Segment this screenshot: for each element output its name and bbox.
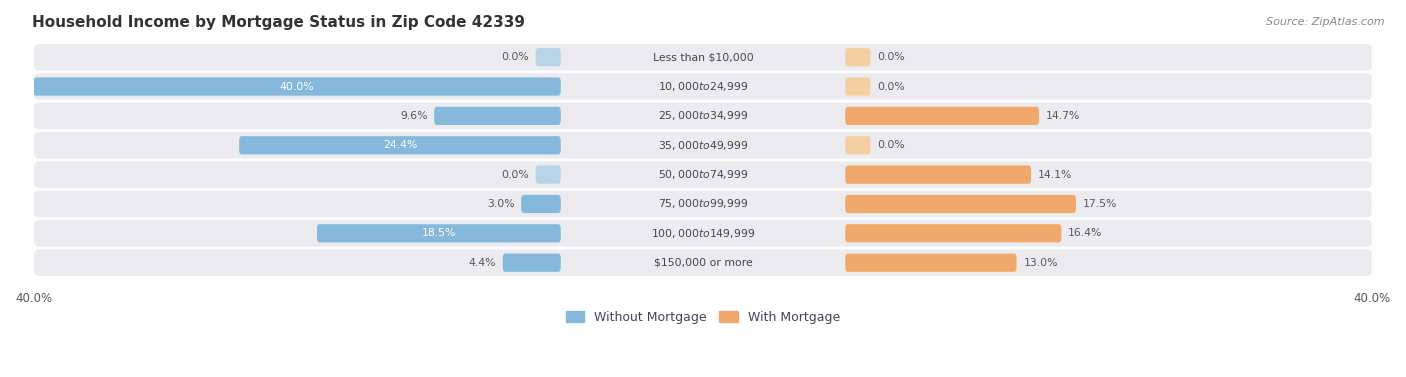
Legend: Without Mortgage, With Mortgage: Without Mortgage, With Mortgage	[561, 306, 845, 329]
FancyBboxPatch shape	[34, 74, 1372, 100]
FancyBboxPatch shape	[434, 107, 561, 125]
Text: 16.4%: 16.4%	[1069, 228, 1102, 238]
Text: $10,000 to $24,999: $10,000 to $24,999	[658, 80, 748, 93]
FancyBboxPatch shape	[34, 44, 1372, 70]
FancyBboxPatch shape	[34, 220, 1372, 247]
Text: 0.0%: 0.0%	[877, 140, 905, 150]
Text: $75,000 to $99,999: $75,000 to $99,999	[658, 198, 748, 210]
FancyBboxPatch shape	[845, 166, 1031, 184]
FancyBboxPatch shape	[239, 136, 561, 154]
FancyBboxPatch shape	[845, 224, 1062, 242]
Text: 14.7%: 14.7%	[1046, 111, 1080, 121]
Text: 17.5%: 17.5%	[1083, 199, 1116, 209]
Text: $50,000 to $74,999: $50,000 to $74,999	[658, 168, 748, 181]
FancyBboxPatch shape	[536, 48, 561, 66]
FancyBboxPatch shape	[316, 224, 561, 242]
Text: 9.6%: 9.6%	[401, 111, 427, 121]
FancyBboxPatch shape	[845, 195, 1076, 213]
FancyBboxPatch shape	[845, 77, 870, 96]
FancyBboxPatch shape	[536, 166, 561, 184]
Text: 24.4%: 24.4%	[382, 140, 418, 150]
Text: 0.0%: 0.0%	[877, 81, 905, 92]
Text: 13.0%: 13.0%	[1024, 258, 1057, 268]
FancyBboxPatch shape	[503, 254, 561, 272]
Text: 0.0%: 0.0%	[877, 52, 905, 62]
FancyBboxPatch shape	[845, 48, 870, 66]
FancyBboxPatch shape	[34, 103, 1372, 129]
FancyBboxPatch shape	[34, 77, 561, 96]
FancyBboxPatch shape	[845, 107, 1039, 125]
Text: $100,000 to $149,999: $100,000 to $149,999	[651, 227, 755, 240]
FancyBboxPatch shape	[845, 254, 1017, 272]
Text: 18.5%: 18.5%	[422, 228, 456, 238]
FancyBboxPatch shape	[845, 136, 870, 154]
Text: $35,000 to $49,999: $35,000 to $49,999	[658, 139, 748, 152]
Text: 14.1%: 14.1%	[1038, 170, 1073, 179]
Text: 3.0%: 3.0%	[486, 199, 515, 209]
FancyBboxPatch shape	[34, 161, 1372, 188]
Text: Household Income by Mortgage Status in Zip Code 42339: Household Income by Mortgage Status in Z…	[32, 15, 526, 30]
FancyBboxPatch shape	[34, 191, 1372, 217]
Text: 0.0%: 0.0%	[501, 170, 529, 179]
Text: $150,000 or more: $150,000 or more	[654, 258, 752, 268]
Text: 0.0%: 0.0%	[501, 52, 529, 62]
FancyBboxPatch shape	[34, 132, 1372, 158]
Text: 4.4%: 4.4%	[468, 258, 496, 268]
FancyBboxPatch shape	[34, 250, 1372, 276]
Text: $25,000 to $34,999: $25,000 to $34,999	[658, 109, 748, 123]
Text: 40.0%: 40.0%	[280, 81, 315, 92]
Text: Less than $10,000: Less than $10,000	[652, 52, 754, 62]
FancyBboxPatch shape	[522, 195, 561, 213]
Text: Source: ZipAtlas.com: Source: ZipAtlas.com	[1267, 17, 1385, 27]
